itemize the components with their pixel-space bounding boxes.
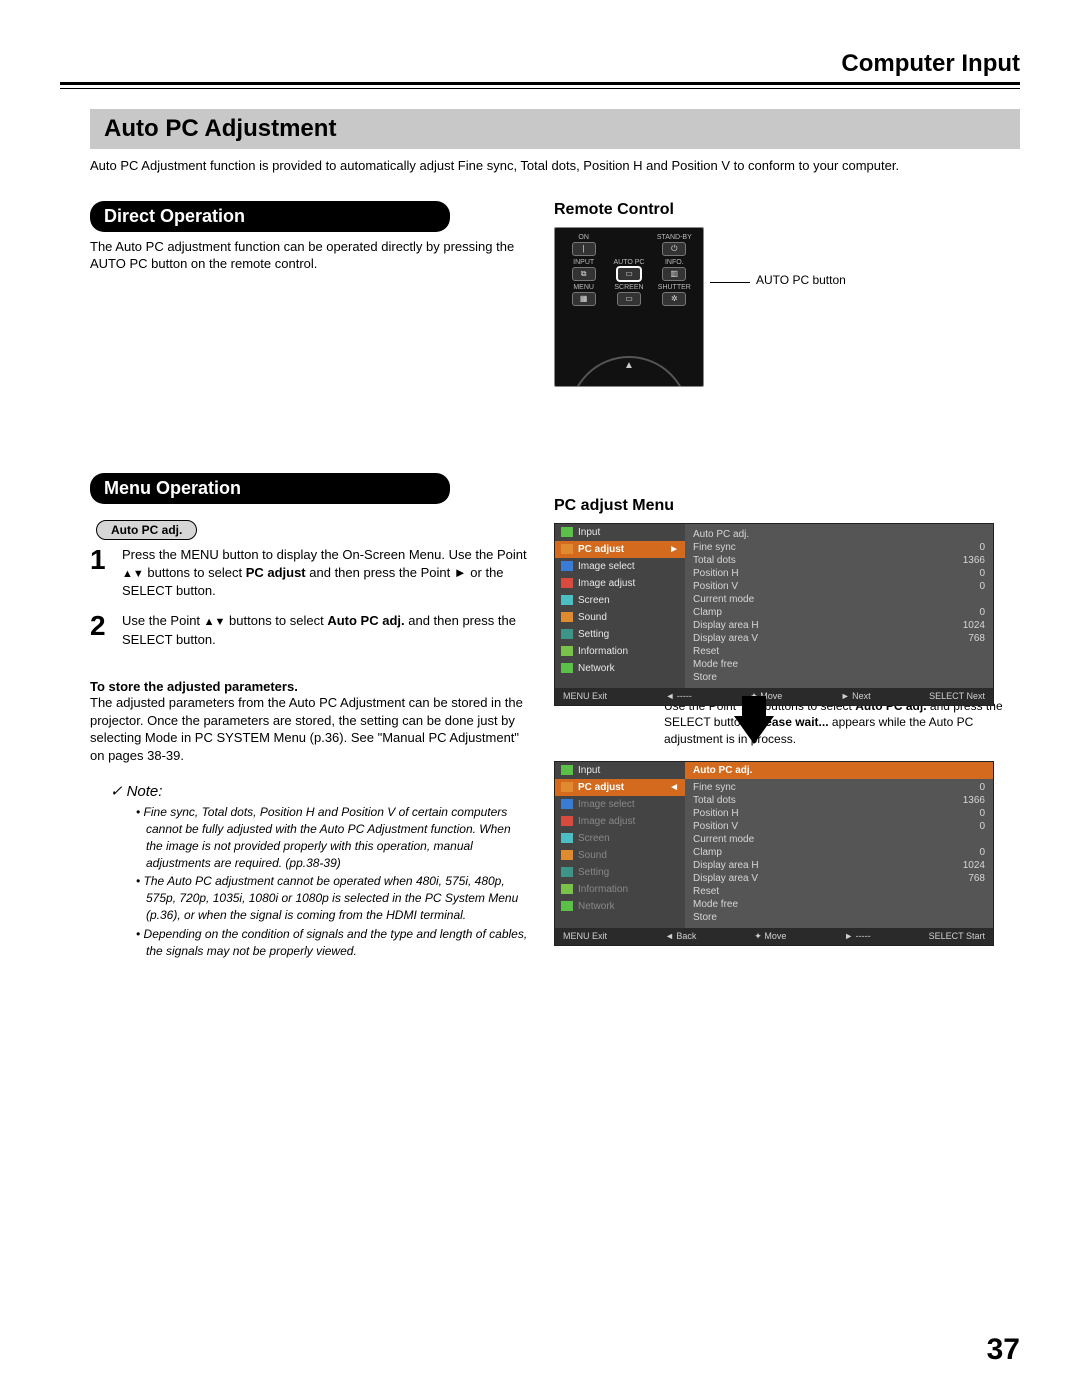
osd-bar-item: ► ----- [844,931,870,942]
osd-left-item: Setting [555,864,685,881]
osd-menu-2: InputPC adjust◄Image selectImage adjustS… [554,761,994,946]
page-number: 37 [987,1333,1020,1367]
osd-left-item: Network [555,898,685,915]
note-list: Fine sync, Total dots, Position H and Po… [136,804,530,959]
step-2: 2 Use the Point ▲▼ buttons to select Aut… [90,612,530,649]
menu-operation-heading: Menu Operation [90,473,450,504]
step-1-number: 1 [90,546,110,601]
store-title: To store the adjusted parameters. [90,679,530,694]
note-item: Depending on the condition of signals an… [136,926,530,960]
osd-left-item: Network [555,660,685,677]
osd-left-item: Information [555,643,685,660]
osd-right-row: Mode free [693,658,985,671]
osd-right-row: Auto PC adj. [685,762,993,779]
osd-left-item: Sound [555,847,685,864]
arrow-down-icon [734,716,774,744]
osd-left-item: Screen [555,592,685,609]
osd-right-row: Clamp0 [693,846,985,859]
osd-bar-item: MENU Exit [563,931,607,942]
osd-bar-item: MENU Exit [563,691,607,702]
osd-right-row: Clamp0 [693,606,985,619]
note-item: The Auto PC adjustment cannot be operate… [136,873,530,923]
note-heading: Note: [110,782,530,800]
osd-right-row: Total dots1366 [693,794,985,807]
remote-control-diagram: ON| STAND-BY⏻ INPUT⧉ AUTO PC▭ INFO.▥ MEN… [554,227,704,387]
osd-right-row: Display area V768 [693,872,985,885]
auto-pc-callout: AUTO PC button [756,273,846,287]
store-text: The adjusted parameters from the Auto PC… [90,694,530,764]
osd-left-item: Image select [555,796,685,813]
osd-right-row: Store [693,671,985,684]
osd-left-item: Image adjust [555,575,685,592]
osd-bar-item: ✦ Move [754,931,786,942]
callout-line [710,282,750,283]
pc-adjust-menu-heading: PC adjust Menu [554,497,1020,515]
step-1-text: Press the MENU button to display the On-… [122,546,530,601]
osd-left-item: Image adjust [555,813,685,830]
osd-bar-item: SELECT Start [929,931,985,942]
page-header: Computer Input [60,50,1020,85]
osd-menu-1: InputPC adjust►Image selectImage adjustS… [554,523,994,706]
osd-left-item: PC adjust◄ [555,779,685,796]
osd-left-item: Information [555,881,685,898]
step-1: 1 Press the MENU button to display the O… [90,546,530,601]
osd-left-item: Sound [555,609,685,626]
osd-right-row: Position H0 [693,567,985,580]
direct-operation-text: The Auto PC adjustment function can be o… [90,238,530,273]
remote-control-heading: Remote Control [554,201,1020,219]
osd-bar-item: ► Next [841,691,871,702]
step-2-number: 2 [90,612,110,649]
osd-right-row: Position H0 [693,807,985,820]
osd-right-row: Display area V768 [693,632,985,645]
osd-right-row: Current mode [693,593,985,606]
auto-pc-button: ▭ [617,267,641,281]
osd-left-item: PC adjust► [555,541,685,558]
osd-right-row: Mode free [693,898,985,911]
osd-right-row: Fine sync0 [693,541,985,554]
section-title: Auto PC Adjustment [90,109,1020,149]
osd-right-row: Position V0 [693,820,985,833]
step-2-text: Use the Point ▲▼ buttons to select Auto … [122,612,530,649]
osd-left-item: Setting [555,626,685,643]
osd-left-item: Input [555,524,685,541]
osd-left-item: Image select [555,558,685,575]
note-item: Fine sync, Total dots, Position H and Po… [136,804,530,871]
osd-right-row: Store [693,911,985,924]
osd-right-row: Reset [693,885,985,898]
osd-right-row: Display area H1024 [693,619,985,632]
osd-bar-item: ◄ ----- [665,691,691,702]
intro-text: Auto PC Adjustment function is provided … [90,157,1020,175]
osd-bar-item: SELECT Next [929,691,985,702]
osd-bar-item: ◄ Back [665,931,696,942]
osd-left-item: Input [555,762,685,779]
osd-right-row: Fine sync0 [693,781,985,794]
osd-right-row: Current mode [693,833,985,846]
osd-right-row: Auto PC adj. [693,528,985,541]
osd-left-item: Screen [555,830,685,847]
direct-operation-heading: Direct Operation [90,201,450,232]
auto-pc-adj-pill: Auto PC adj. [96,520,197,540]
osd-right-row: Reset [693,645,985,658]
osd-right-row: Total dots1366 [693,554,985,567]
osd-right-row: Position V0 [693,580,985,593]
osd-right-row: Display area H1024 [693,859,985,872]
